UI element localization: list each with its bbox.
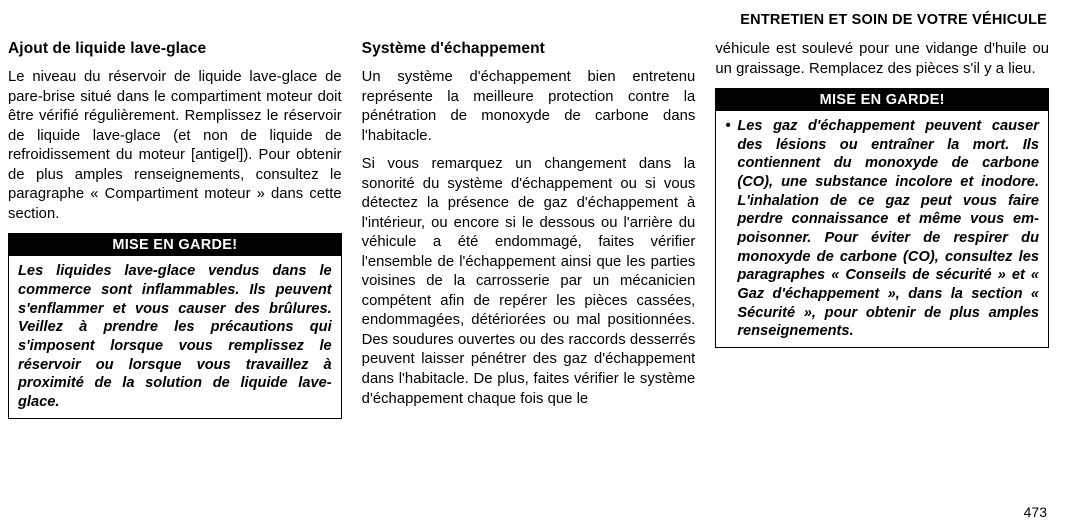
warning2-bullet: Les gaz d'échappement peuvent causer des…: [725, 117, 1039, 341]
col1-heading: Ajout de liquide lave-glace: [8, 40, 342, 58]
page-header: ENTRETIEN ET SOIN DE VOTRE VÉHICULE: [8, 12, 1049, 28]
warning2-body: Les gaz d'échappement peuvent causer des…: [716, 111, 1048, 347]
col3-para1: véhicule est soulevé pour une vidange d'…: [715, 40, 1049, 79]
warning-box-2: MISE EN GARDE! Les gaz d'échappement peu…: [715, 88, 1049, 348]
warning-box-1: MISE EN GARDE! Les liquides lave-glace v…: [8, 233, 342, 418]
page-number: 473: [1024, 504, 1047, 520]
column-2: Système d'échappement Un système d'échap…: [362, 40, 696, 419]
col2-heading: Système d'échappement: [362, 40, 696, 58]
col2-para2: Si vous remarquez un changement dans la …: [362, 155, 696, 409]
column-3: véhicule est soulevé pour une vidange d'…: [715, 40, 1049, 419]
warning1-title: MISE EN GARDE!: [9, 234, 341, 256]
columns: Ajout de liquide lave-glace Le niveau du…: [8, 40, 1049, 419]
column-1: Ajout de liquide lave-glace Le niveau du…: [8, 40, 342, 419]
warning2-title: MISE EN GARDE!: [716, 89, 1048, 111]
warning1-body: Les liquides lave-glace vendus dans le c…: [9, 256, 341, 417]
col1-para1: Le niveau du réservoir de liquide lave-g…: [8, 68, 342, 224]
col2-para1: Un système d'échappement bien entre­tenu…: [362, 68, 696, 146]
